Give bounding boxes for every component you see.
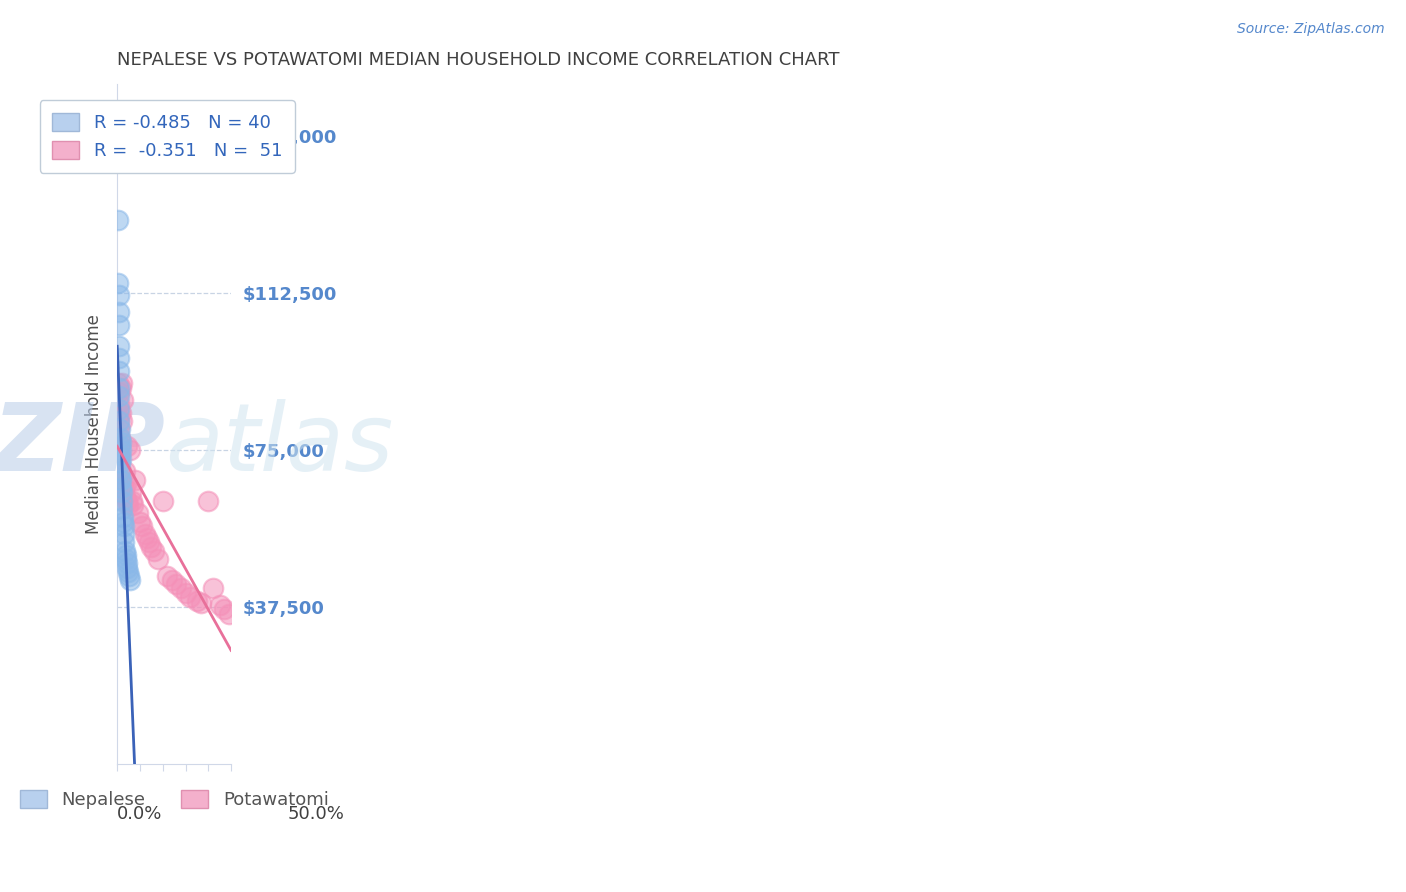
Point <box>160 573 183 587</box>
Point <box>112 518 135 533</box>
Point <box>108 401 131 416</box>
Point <box>142 543 165 558</box>
Point <box>115 439 138 453</box>
Point <box>107 305 129 319</box>
Point <box>174 585 197 599</box>
Point <box>208 598 231 612</box>
Point <box>108 351 131 366</box>
Point <box>112 481 135 495</box>
Point <box>197 493 219 508</box>
Point <box>111 502 134 516</box>
Point <box>121 493 143 508</box>
Point <box>111 493 134 508</box>
Point <box>124 473 146 487</box>
Point <box>110 485 132 500</box>
Point <box>108 439 131 453</box>
Point <box>108 422 131 436</box>
Text: Source: ZipAtlas.com: Source: ZipAtlas.com <box>1237 22 1385 37</box>
Point <box>111 393 134 408</box>
Point <box>179 590 201 604</box>
Text: 0.0%: 0.0% <box>117 805 163 823</box>
Point <box>107 276 129 290</box>
Text: ZIP: ZIP <box>0 399 165 491</box>
Point <box>127 506 149 520</box>
Point <box>148 552 170 566</box>
Point <box>117 498 139 512</box>
Point <box>114 464 136 478</box>
Point <box>108 406 131 420</box>
Point <box>131 518 153 533</box>
Text: NEPALESE VS POTAWATOMI MEDIAN HOUSEHOLD INCOME CORRELATION CHART: NEPALESE VS POTAWATOMI MEDIAN HOUSEHOLD … <box>117 51 839 69</box>
Point <box>108 448 131 462</box>
Point <box>201 582 224 596</box>
Point <box>114 489 136 503</box>
Point <box>152 493 174 508</box>
Point <box>110 481 132 495</box>
Point <box>117 560 139 574</box>
Point <box>141 540 163 554</box>
Point <box>107 213 129 227</box>
Point <box>122 498 145 512</box>
Text: atlas: atlas <box>165 399 394 490</box>
Point <box>107 318 129 332</box>
Point <box>110 473 132 487</box>
Point <box>118 569 141 583</box>
Point <box>111 376 134 391</box>
Point <box>107 384 129 399</box>
Point <box>186 594 208 608</box>
Point <box>120 485 142 500</box>
Text: 50.0%: 50.0% <box>288 805 344 823</box>
Point <box>218 607 240 621</box>
Point <box>111 414 134 428</box>
Point <box>111 510 134 524</box>
Point <box>108 464 131 478</box>
Point <box>108 456 131 470</box>
Point <box>110 406 132 420</box>
Point <box>114 543 136 558</box>
Point <box>118 573 141 587</box>
Point <box>156 569 179 583</box>
Point <box>108 364 131 378</box>
Point <box>165 577 187 591</box>
Point <box>170 582 193 596</box>
Point <box>129 515 152 529</box>
Point <box>117 493 139 508</box>
Point <box>108 422 131 436</box>
Point <box>110 451 132 466</box>
Point <box>212 602 235 616</box>
Point <box>110 380 132 394</box>
Point <box>107 376 129 391</box>
Point <box>117 565 139 579</box>
Point <box>118 443 141 458</box>
Point <box>110 443 132 458</box>
Point <box>112 527 135 541</box>
Point <box>135 531 157 545</box>
Point <box>108 414 131 428</box>
Point <box>107 397 129 411</box>
Point <box>110 464 132 478</box>
Point <box>110 473 132 487</box>
Point <box>134 527 156 541</box>
Point <box>108 380 131 394</box>
Point <box>110 448 132 462</box>
Point <box>115 552 138 566</box>
Point <box>108 431 131 445</box>
Point <box>110 434 132 449</box>
Point <box>108 389 131 403</box>
Point <box>112 473 135 487</box>
Point <box>108 431 131 445</box>
Point <box>190 596 212 610</box>
Point <box>115 548 138 562</box>
Point <box>107 339 129 353</box>
Point <box>114 535 136 549</box>
Point <box>108 414 131 428</box>
Legend: Nepalese, Potawatomi: Nepalese, Potawatomi <box>13 782 336 816</box>
Point <box>115 476 138 491</box>
Point <box>108 439 131 453</box>
Y-axis label: Median Household Income: Median Household Income <box>86 314 103 534</box>
Point <box>107 288 129 302</box>
Point <box>112 515 135 529</box>
Point <box>115 557 138 571</box>
Point <box>138 535 160 549</box>
